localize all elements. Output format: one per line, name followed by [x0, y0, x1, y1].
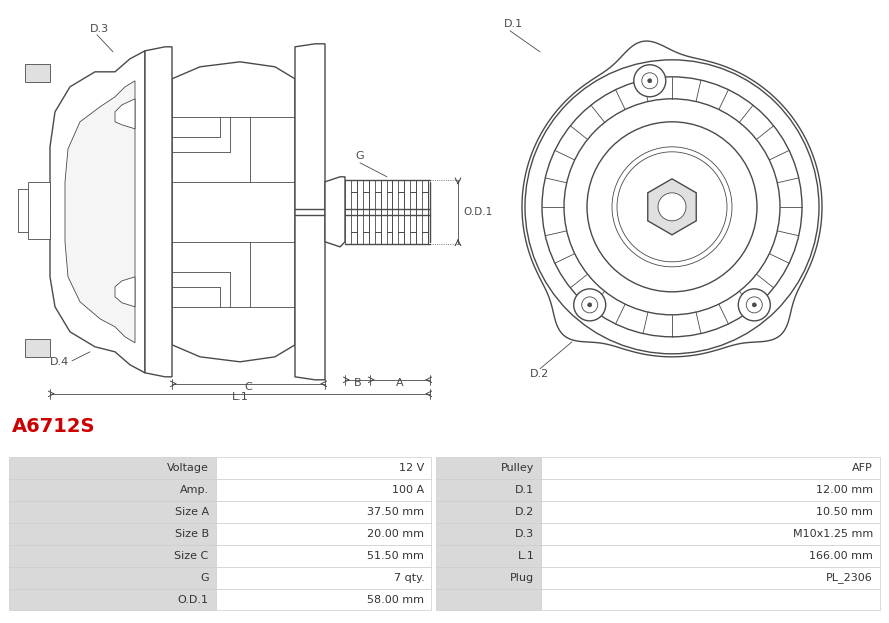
Bar [216, 479, 431, 501]
Text: 51.50 mm: 51.50 mm [367, 551, 424, 561]
Text: L.1: L.1 [231, 392, 248, 402]
Bar [436, 479, 541, 501]
Text: L.1: L.1 [517, 551, 534, 561]
Text: Size C: Size C [174, 551, 209, 561]
Circle shape [564, 99, 780, 315]
Bar [9, 479, 216, 501]
Polygon shape [325, 177, 345, 247]
Circle shape [658, 193, 686, 221]
Bar [9, 545, 216, 567]
Polygon shape [28, 182, 50, 239]
Polygon shape [115, 277, 135, 307]
Text: Pulley: Pulley [501, 463, 534, 473]
Bar [216, 589, 431, 611]
Text: A6712S: A6712S [12, 417, 95, 437]
Polygon shape [50, 51, 145, 373]
Polygon shape [25, 64, 50, 82]
Circle shape [648, 78, 652, 83]
Bar [9, 589, 216, 611]
Text: D.3: D.3 [90, 24, 109, 34]
Text: 37.50 mm: 37.50 mm [367, 507, 424, 517]
Bar [436, 523, 541, 545]
Text: 10.50 mm: 10.50 mm [816, 507, 873, 517]
Bar [9, 523, 216, 545]
Circle shape [752, 303, 757, 307]
Circle shape [634, 65, 666, 97]
Text: O.D.1: O.D.1 [178, 594, 209, 604]
Bar [216, 567, 431, 589]
Circle shape [588, 303, 592, 307]
Polygon shape [522, 41, 822, 357]
Text: 100 A: 100 A [392, 485, 424, 495]
Text: B: B [354, 378, 362, 388]
Text: D.1: D.1 [504, 19, 523, 29]
Bar [436, 567, 541, 589]
Text: AFP: AFP [853, 463, 873, 473]
Text: 7 qty.: 7 qty. [394, 573, 424, 583]
Text: 58.00 mm: 58.00 mm [367, 594, 424, 604]
Text: C: C [244, 382, 252, 392]
Text: 12 V: 12 V [399, 463, 424, 473]
Text: Amp.: Amp. [180, 485, 209, 495]
Text: G: G [200, 573, 209, 583]
Text: Size B: Size B [174, 529, 209, 539]
Text: O.D.1: O.D.1 [463, 207, 493, 217]
Text: D.3: D.3 [515, 529, 534, 539]
Bar [216, 545, 431, 567]
Bar [541, 523, 880, 545]
Bar [541, 567, 880, 589]
Bar [9, 501, 216, 523]
Polygon shape [648, 179, 696, 235]
Bar [541, 501, 880, 523]
Text: A: A [396, 378, 404, 388]
Circle shape [573, 289, 605, 321]
Text: D.2: D.2 [515, 507, 534, 517]
Text: D.2: D.2 [530, 369, 549, 379]
Bar [541, 545, 880, 567]
Bar [541, 589, 880, 611]
Bar [216, 457, 431, 479]
Text: Plug: Plug [510, 573, 534, 583]
Bar [541, 457, 880, 479]
Polygon shape [65, 81, 135, 343]
Bar [216, 501, 431, 523]
Text: D.4: D.4 [50, 357, 69, 367]
Text: D.1: D.1 [515, 485, 534, 495]
Polygon shape [115, 99, 135, 129]
Text: PL_2306: PL_2306 [827, 572, 873, 583]
Polygon shape [172, 62, 295, 362]
Bar [9, 567, 216, 589]
Bar [436, 545, 541, 567]
Bar [436, 457, 541, 479]
Text: Voltage: Voltage [167, 463, 209, 473]
Text: 12.00 mm: 12.00 mm [816, 485, 873, 495]
Bar [216, 523, 431, 545]
Text: 166.00 mm: 166.00 mm [809, 551, 873, 561]
Text: M10x1.25 mm: M10x1.25 mm [793, 529, 873, 539]
Polygon shape [295, 44, 325, 380]
Text: Size A: Size A [174, 507, 209, 517]
Circle shape [738, 289, 770, 321]
Text: G: G [356, 151, 364, 161]
Circle shape [587, 122, 757, 292]
Bar [541, 479, 880, 501]
Bar [9, 457, 216, 479]
Bar [436, 589, 541, 611]
Text: 20.00 mm: 20.00 mm [367, 529, 424, 539]
Bar [436, 501, 541, 523]
Polygon shape [145, 47, 172, 377]
Polygon shape [25, 339, 50, 357]
